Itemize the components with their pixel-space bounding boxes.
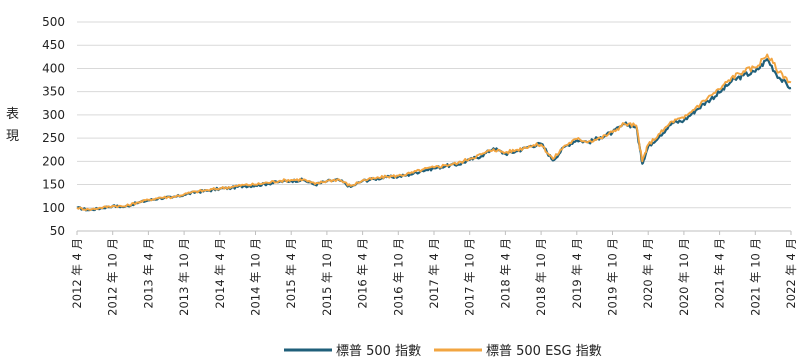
legend: 標普 500 指數 標普 500 ESG 指數 — [284, 344, 602, 358]
x-axis-ticks: 2012 年 4 月 2012 年 10 月 2013 年 4 月 2013 年 10… — [70, 231, 798, 316]
legend-label-sp500: 標普 500 指數 — [336, 344, 421, 358]
grid — [77, 21, 791, 232]
y-tick-label: 450 — [42, 38, 65, 52]
x-tick-label: 2021 年 10 月 — [748, 238, 762, 316]
y-axis-label-char-1: 表 — [6, 107, 19, 122]
x-tick-label: 2012 年 4 月 — [70, 238, 84, 309]
x-tick-label: 2012 年 10 月 — [106, 238, 120, 316]
x-tick-label: 2013 年 4 月 — [141, 238, 155, 309]
y-tick-label: 400 — [42, 61, 65, 75]
y-axis-label: 表 現 — [6, 107, 19, 144]
y-tick-label: 250 — [42, 131, 65, 145]
x-tick-label: 2018 年 4 月 — [498, 238, 512, 309]
y-tick-label: 350 — [42, 85, 65, 99]
x-tick-label: 2021 年 4 月 — [713, 238, 727, 309]
legend-label-sp500-esg: 標普 500 ESG 指數 — [486, 344, 602, 358]
x-tick-label: 2019 年 4 月 — [570, 238, 584, 309]
x-tick-label: 2018 年 10 月 — [534, 238, 548, 316]
x-tick-label: 2014 年 10 月 — [249, 238, 263, 316]
x-tick-label: 2015 年 4 月 — [284, 238, 298, 309]
x-tick-label: 2022 年 4 月 — [784, 238, 798, 309]
y-tick-label: 100 — [42, 201, 65, 215]
series-line-sp500-esg — [76, 53, 792, 211]
y-axis-ticks: 50 100 150 200 250 300 350 400 450 500 — [42, 15, 65, 238]
x-tick-label: 2017 年 10 月 — [463, 238, 477, 316]
x-tick-label: 2016 年 10 月 — [391, 238, 405, 316]
y-tick-label: 50 — [50, 224, 65, 238]
x-tick-label: 2013 年 10 月 — [177, 238, 191, 316]
x-tick-label: 2020 年 10 月 — [677, 238, 691, 316]
y-tick-label: 150 — [42, 178, 65, 192]
series-lines — [76, 53, 792, 212]
x-tick-label: 2015 年 10 月 — [320, 238, 334, 316]
x-tick-label: 2016 年 4 月 — [356, 238, 370, 309]
y-tick-label: 500 — [42, 15, 65, 29]
series-line-sp500 — [76, 58, 792, 212]
x-tick-label: 2014 年 4 月 — [213, 238, 227, 309]
y-tick-label: 300 — [42, 108, 65, 122]
y-tick-label: 200 — [42, 154, 65, 168]
y-axis-label-char-2: 現 — [6, 129, 19, 144]
x-tick-label: 2017 年 4 月 — [427, 238, 441, 309]
x-tick-label: 2020 年 4 月 — [641, 238, 655, 309]
x-tick-label: 2019 年 10 月 — [606, 238, 620, 316]
